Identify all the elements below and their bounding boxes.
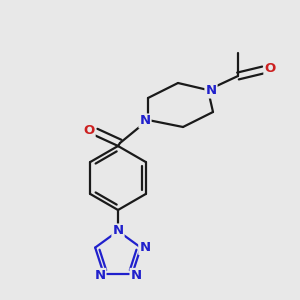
Text: N: N — [94, 269, 106, 282]
Text: O: O — [83, 124, 94, 137]
Text: N: N — [130, 269, 142, 282]
Text: O: O — [264, 62, 276, 76]
Text: N: N — [112, 224, 124, 238]
Text: N: N — [139, 241, 150, 254]
Text: N: N — [206, 85, 217, 98]
Text: N: N — [140, 115, 151, 128]
